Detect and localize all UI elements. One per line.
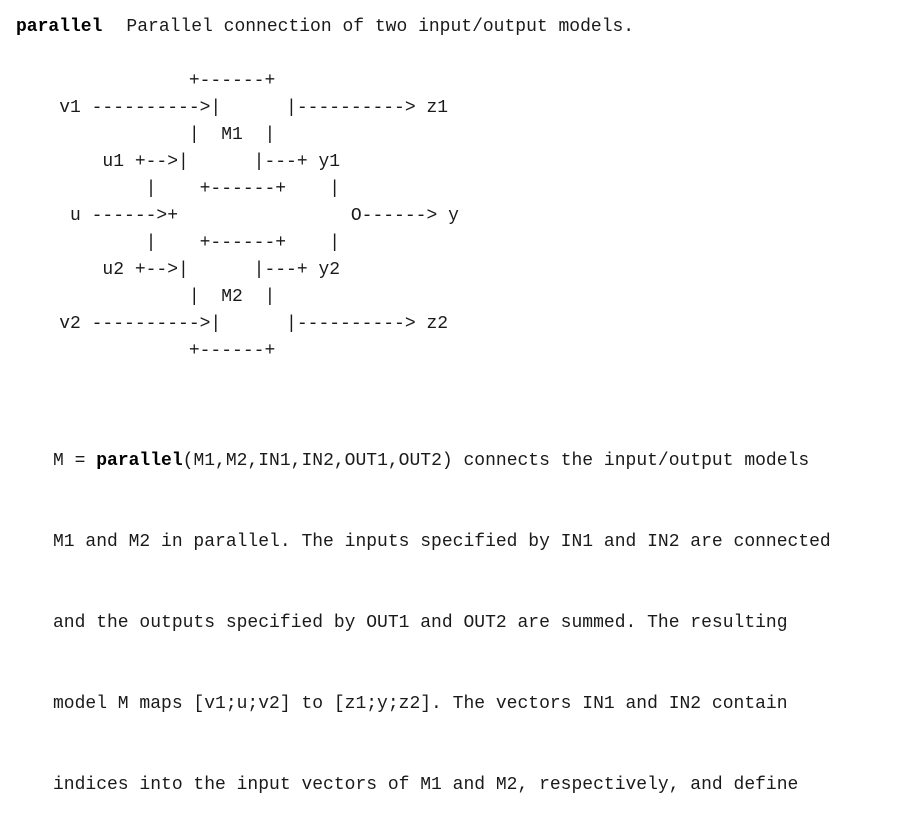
- help-header: parallel Parallel connection of two input…: [16, 16, 634, 38]
- description-line: model M maps [v1;u;v2] to [z1;y;z2]. The…: [53, 694, 788, 714]
- description-line: M = parallel(M1,M2,IN1,IN2,OUT1,OUT2) co…: [53, 448, 831, 475]
- function-name-inline: parallel: [96, 451, 183, 471]
- description-line: and the outputs specified by OUT1 and OU…: [53, 613, 788, 633]
- help-page: { "header": { "function_name": "parallel…: [16, 16, 831, 795]
- diagram-line: v1 ---------->| |----------> z1: [16, 98, 449, 118]
- description-text: M =: [53, 451, 97, 471]
- function-name: parallel: [16, 17, 103, 37]
- diagram-line: | M1 |: [16, 125, 276, 145]
- diagram-line: | +------+ |: [16, 179, 341, 199]
- diagram-line: | M2 |: [16, 287, 276, 307]
- description-line: M1 and M2 in parallel. The inputs specif…: [53, 532, 831, 552]
- diagram-line: | +------+ |: [16, 233, 341, 253]
- diagram-line: u ------>+ O------> y: [16, 206, 459, 226]
- diagram-line: v2 ---------->| |----------> z2: [16, 314, 449, 334]
- diagram-line: +------+: [16, 341, 276, 361]
- description-line: indices into the input vectors of M1 and…: [53, 775, 799, 795]
- diagram-line: u1 +-->| |---+ y1: [16, 152, 341, 172]
- diagram-line: +------+: [16, 71, 276, 91]
- description-text: (M1,M2,IN1,IN2,OUT1,OUT2) connects the i…: [182, 451, 810, 471]
- description: M = parallel(M1,M2,IN1,IN2,OUT1,OUT2) co…: [53, 394, 831, 826]
- diagram-line: u2 +-->| |---+ y2: [16, 260, 341, 280]
- function-summary: Parallel connection of two input/output …: [126, 17, 635, 37]
- block-diagram: +------+ v1 ---------->| |----------> z1…: [16, 68, 459, 365]
